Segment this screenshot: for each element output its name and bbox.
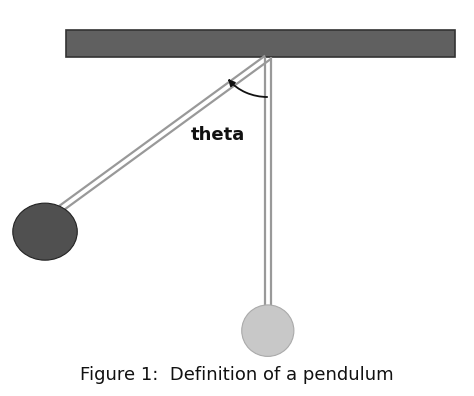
Ellipse shape (242, 305, 294, 356)
Text: theta: theta (191, 126, 245, 144)
Text: Figure 1:  Definition of a pendulum: Figure 1: Definition of a pendulum (80, 366, 394, 384)
Bar (66, 30, 455, 57)
Ellipse shape (13, 203, 77, 260)
